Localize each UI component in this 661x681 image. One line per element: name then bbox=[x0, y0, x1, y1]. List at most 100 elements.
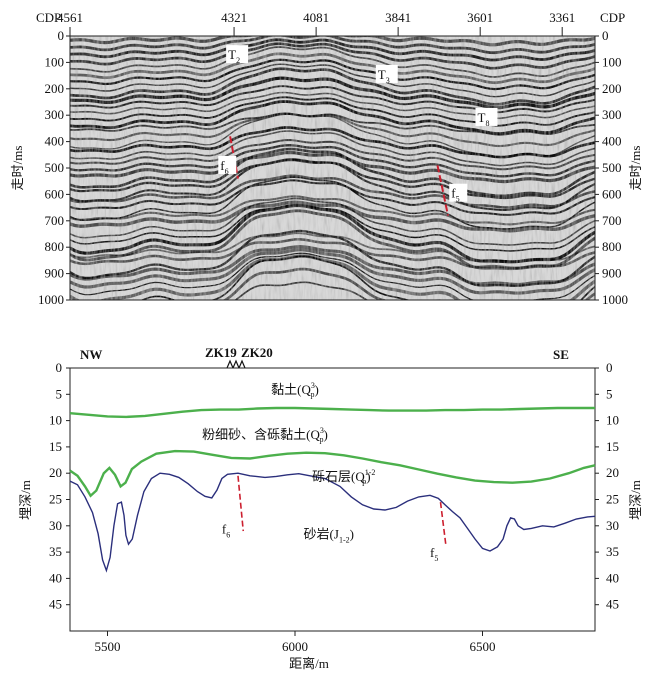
depth-frame bbox=[69, 367, 596, 632]
fault-label: f5 bbox=[451, 186, 459, 204]
borehole-markers bbox=[226, 359, 246, 369]
fault-trace bbox=[439, 502, 447, 545]
time-tick-label: 300 bbox=[45, 107, 65, 122]
cdp-tick-labels: 4561 4321 4081 3841 3601 3361 bbox=[57, 10, 575, 36]
cdp-tick-label: 4561 bbox=[57, 10, 83, 25]
time-ticks-right: 0 100 200 300 400 500 600 700 800 900 1000 bbox=[595, 28, 628, 307]
cdp-tick-label: 3601 bbox=[467, 10, 493, 25]
time-ticks-left: 0 100 200 300 400 500 600 700 800 900 1000 bbox=[38, 28, 70, 307]
cdp-label-left: CDP bbox=[36, 10, 61, 25]
depth-tick-label: 45 bbox=[49, 597, 62, 612]
fault-label-bg bbox=[449, 183, 468, 202]
depth-tick-label: 35 bbox=[49, 544, 62, 559]
boundary-clay-base bbox=[69, 406, 595, 419]
time-tick-label: 200 bbox=[602, 81, 622, 96]
seismic-section: CDP CDP 4561 4321 4081 3841 3601 3361 走时/ms 走… bbox=[10, 10, 643, 307]
fault-label: f6 bbox=[220, 158, 228, 176]
depth-tick-label: 10 bbox=[49, 413, 62, 428]
depth-tick-label: 45 bbox=[606, 597, 619, 612]
boundary-bedrock-top bbox=[69, 472, 596, 573]
time-tick-label: 700 bbox=[45, 213, 65, 228]
se-label: SE bbox=[553, 347, 569, 362]
depth-tick-label: 5 bbox=[606, 386, 613, 401]
depth-ticks-left: 0 5 10 15 20 25 30 35 40 45 bbox=[49, 360, 70, 612]
layer-label: 粉细砂、含砾黏土(Q3 p) bbox=[202, 426, 328, 444]
layer-label: 砾石层(Q1-2 p) bbox=[312, 468, 375, 486]
cdp-tick-label: 4321 bbox=[221, 10, 247, 25]
depth-tick-label: 40 bbox=[606, 570, 619, 585]
depth-tick-label: 25 bbox=[49, 492, 62, 507]
depth-tick-label: 30 bbox=[49, 518, 62, 533]
depth-tick-label: 25 bbox=[606, 492, 619, 507]
depth-profile: NW SE ZK19 ZK20 埋深/m 埋深/m 距离/m 0 5 10 15 20 2… bbox=[18, 345, 643, 671]
depth-tick-label: 15 bbox=[49, 439, 62, 454]
borehole-zk20: ZK20 bbox=[241, 345, 273, 360]
seismic-faults: f6 f5 bbox=[218, 136, 468, 216]
fault-label: f6 bbox=[222, 521, 230, 539]
time-tick-label: 1000 bbox=[38, 292, 64, 307]
depth-tick-label: 20 bbox=[606, 465, 619, 480]
horizon-label-bg bbox=[375, 64, 398, 83]
depth-tick-label: 35 bbox=[606, 544, 619, 559]
distance-tick-label: 6500 bbox=[470, 639, 496, 654]
layer-label: 砂岩(J1-2) bbox=[304, 527, 354, 545]
time-tick-label: 100 bbox=[45, 54, 65, 69]
horizon-label-bg bbox=[226, 45, 249, 64]
time-tick-label: 0 bbox=[602, 28, 609, 43]
layer-boundaries bbox=[69, 406, 596, 573]
time-tick-label: 300 bbox=[602, 107, 622, 122]
time-tick-label: 400 bbox=[602, 134, 622, 149]
nw-label: NW bbox=[80, 347, 102, 362]
depth-tick-label: 40 bbox=[49, 570, 62, 585]
depth-tick-label: 0 bbox=[606, 360, 613, 375]
horizon-label: T3 bbox=[378, 67, 390, 85]
seismic-noise bbox=[70, 36, 595, 300]
fault-trace bbox=[436, 165, 449, 216]
time-tick-label: 500 bbox=[602, 160, 622, 175]
depth-tick-label: 20 bbox=[49, 465, 62, 480]
depth-tick-label: 10 bbox=[606, 413, 619, 428]
time-tick-label: 900 bbox=[602, 266, 622, 281]
depth-faults: f6 f5 bbox=[222, 475, 447, 563]
depth-ticks-right: 0 5 10 15 20 25 30 35 40 45 bbox=[595, 360, 619, 612]
borehole-zk19: ZK19 bbox=[205, 345, 237, 360]
seismic-image bbox=[70, 36, 595, 300]
time-tick-label: 100 bbox=[602, 54, 622, 69]
layer-label: 黏土(Q3 p) bbox=[271, 381, 319, 399]
time-tick-label: 600 bbox=[45, 186, 65, 201]
time-tick-label: 600 bbox=[602, 186, 622, 201]
distance-tick-label: 6000 bbox=[282, 639, 308, 654]
time-tick-label: 200 bbox=[45, 81, 65, 96]
time-axis-label-left: 走时/ms bbox=[10, 146, 25, 191]
depth-axis-label-left: 埋深/m bbox=[18, 480, 33, 520]
cdp-tick-label: 4081 bbox=[303, 10, 329, 25]
time-tick-label: 800 bbox=[45, 239, 65, 254]
borehole-marker bbox=[232, 359, 240, 369]
depth-axis-label-right: 埋深/m bbox=[628, 480, 643, 520]
horizon-label: T8 bbox=[478, 110, 490, 128]
distance-axis-label: 距离/m bbox=[289, 656, 329, 671]
seismic-horizon-labels: T2 T3 T8 bbox=[226, 45, 498, 128]
boundary-sand-base bbox=[69, 449, 596, 498]
distance-ticks: 5500 6000 6500 bbox=[95, 631, 496, 654]
depth-tick-label: 5 bbox=[56, 386, 63, 401]
cdp-label-right: CDP bbox=[600, 10, 625, 25]
borehole-marker bbox=[226, 359, 234, 369]
time-tick-label: 700 bbox=[602, 213, 622, 228]
depth-tick-label: 0 bbox=[56, 360, 63, 375]
seismic-frame bbox=[69, 35, 596, 301]
layer-labels: 黏土(Q3 p) 粉细砂、含砾黏土(Q3 p) 砾石层(Q1-2 p) 砂岩(J1-2) bbox=[202, 381, 375, 545]
cdp-tick-label: 3841 bbox=[385, 10, 411, 25]
time-tick-label: 400 bbox=[45, 134, 65, 149]
time-tick-label: 900 bbox=[45, 266, 65, 281]
fault-label-bg bbox=[218, 156, 237, 174]
time-tick-label: 1000 bbox=[602, 292, 628, 307]
time-tick-label: 800 bbox=[602, 239, 622, 254]
borehole-marker bbox=[238, 359, 246, 369]
cdp-tick-label: 3361 bbox=[549, 10, 575, 25]
time-tick-label: 0 bbox=[58, 28, 65, 43]
time-axis-label-right: 走时/ms bbox=[628, 146, 643, 191]
horizon-label-bg bbox=[475, 107, 498, 126]
